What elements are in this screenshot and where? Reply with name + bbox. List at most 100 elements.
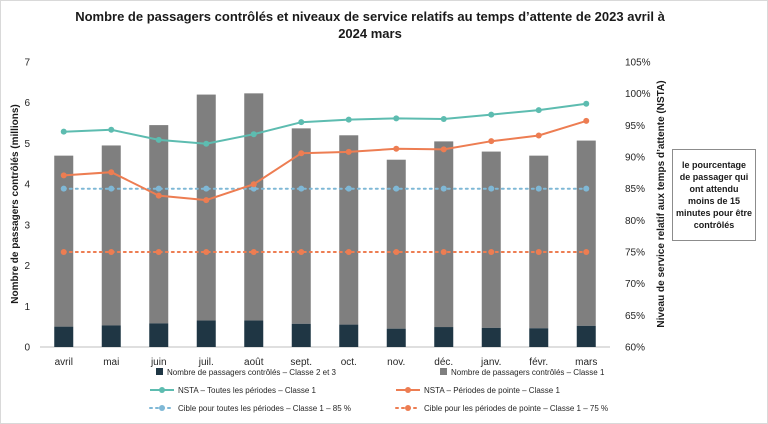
- y2-tick-label: 75%: [625, 248, 645, 259]
- bar-layer: [54, 93, 596, 347]
- x-tick-label: août: [244, 357, 264, 368]
- y2-tick-label: 80%: [625, 216, 645, 227]
- legend-label: Cible pour toutes les périodes – Classe …: [178, 404, 351, 413]
- y-axis-left-label: Nombre de passagers contrôlés (millions): [10, 104, 21, 304]
- x-tick-label: oct.: [341, 357, 357, 368]
- target-peak-point: [108, 249, 115, 255]
- y-tick-label: 5: [24, 139, 30, 150]
- y2-tick-label: 95%: [625, 121, 645, 132]
- target-all-point: [488, 185, 495, 192]
- bar-class23: [529, 328, 549, 347]
- x-tick-label: sept.: [290, 357, 312, 368]
- x-tick-label: déc.: [434, 357, 453, 368]
- nsta-peak-point: [250, 181, 257, 188]
- target-peak-point: [203, 249, 210, 255]
- legend-marker: [405, 387, 411, 393]
- target-peak-point: [535, 249, 542, 255]
- annotation-text: le pourcentage de passager qui ont atten…: [676, 160, 753, 230]
- y2-tick-label: 65%: [625, 311, 645, 322]
- target-all-point: [155, 185, 162, 192]
- bar-class1: [576, 140, 596, 326]
- nsta-all-point: [108, 126, 115, 133]
- bar-class23: [244, 320, 264, 347]
- x-axis-labels: avril mai juin juil. août sept. oct. nov. déc. ja…: [55, 357, 598, 368]
- y-axis-right-label: Niveau de service relatif aux temps d’at…: [656, 80, 667, 327]
- bar-class23: [339, 324, 359, 347]
- bar-class1: [196, 94, 216, 321]
- nsta-peak-point: [488, 138, 495, 145]
- nsta-peak-point: [393, 145, 400, 152]
- y-tick-label: 7: [24, 58, 30, 69]
- legend-label: NSTA – Périodes de pointe – Classe 1: [424, 386, 560, 395]
- target-peak-point: [60, 249, 67, 255]
- x-tick-label: juil.: [198, 357, 214, 368]
- bar-class1: [101, 145, 121, 326]
- nsta-all-point: [583, 100, 590, 107]
- bar-class1: [434, 141, 454, 328]
- legend-label: Cible pour les périodes de pointe – Clas…: [424, 404, 608, 413]
- nsta-peak-point: [155, 192, 162, 199]
- y2-tick-label: 85%: [625, 184, 645, 195]
- target-all-point: [203, 185, 210, 192]
- bar-class1: [54, 155, 74, 327]
- nsta-peak-point: [345, 148, 352, 155]
- target-peak-point: [393, 249, 400, 255]
- target-all-point: [393, 185, 400, 192]
- legend-label: Nombre de passagers contrôlés – Classe 1: [451, 368, 605, 377]
- bar-class23: [54, 326, 74, 347]
- bar-class1: [339, 135, 359, 325]
- legend-label: NSTA – Toutes les périodes – Classe 1: [178, 386, 317, 395]
- y-tick-label: 1: [24, 302, 30, 313]
- target-all-point: [108, 185, 115, 192]
- y2-tick-label: 90%: [625, 153, 645, 164]
- target-peak-point: [345, 249, 352, 255]
- target-peak-point: [583, 249, 590, 255]
- x-tick-label: juin: [150, 357, 167, 368]
- target-all-point: [345, 185, 352, 192]
- bar-class1: [529, 155, 549, 329]
- nsta-peak-point: [298, 150, 305, 157]
- bar-class23: [196, 320, 216, 347]
- target-all-point: [440, 185, 447, 192]
- nsta-all-point: [60, 128, 67, 135]
- y2-tick-label: 70%: [625, 279, 645, 290]
- nsta-peak-point: [583, 117, 590, 124]
- legend-swatch: [440, 368, 447, 375]
- legend: Nombre de passagers contrôlés – Classe 2…: [149, 368, 608, 413]
- bar-class23: [434, 327, 454, 347]
- target-all-point: [298, 185, 305, 192]
- x-tick-label: avril: [55, 357, 73, 368]
- nsta-all-point: [345, 116, 352, 123]
- y-axis-left: 0 1 2 3 4 5 6 7: [24, 58, 610, 354]
- bar-class23: [291, 323, 311, 347]
- nsta-peak-point: [108, 169, 115, 176]
- nsta-peak-point: [60, 172, 67, 179]
- legend-marker: [159, 405, 165, 411]
- bar-class1: [481, 151, 501, 328]
- bar-class23: [386, 328, 406, 347]
- bar-class1: [386, 159, 406, 329]
- y2-tick-label: 100%: [625, 89, 651, 100]
- y-tick-label: 2: [24, 261, 30, 272]
- bar-class23: [101, 325, 121, 347]
- bar-class23: [149, 323, 169, 347]
- y-tick-label: 4: [24, 180, 30, 191]
- x-tick-label: nov.: [387, 357, 405, 368]
- y-tick-label: 3: [24, 220, 30, 231]
- line-layer: [60, 100, 590, 255]
- nsta-all-point: [250, 131, 257, 138]
- target-all-point: [250, 185, 257, 192]
- nsta-peak-line: [63, 119, 587, 202]
- bar-class23: [481, 327, 501, 347]
- nsta-all-point: [535, 107, 542, 114]
- x-tick-label: mai: [103, 357, 119, 368]
- target-peak-point: [440, 249, 447, 255]
- nsta-peak-point: [535, 132, 542, 139]
- legend-marker: [405, 405, 411, 411]
- y2-tick-label: 105%: [625, 58, 651, 69]
- legend-marker: [159, 387, 165, 393]
- annotation-box: le pourcentage de passager qui ont atten…: [672, 149, 756, 241]
- nsta-all-point: [155, 136, 162, 143]
- nsta-peak-point: [440, 146, 447, 153]
